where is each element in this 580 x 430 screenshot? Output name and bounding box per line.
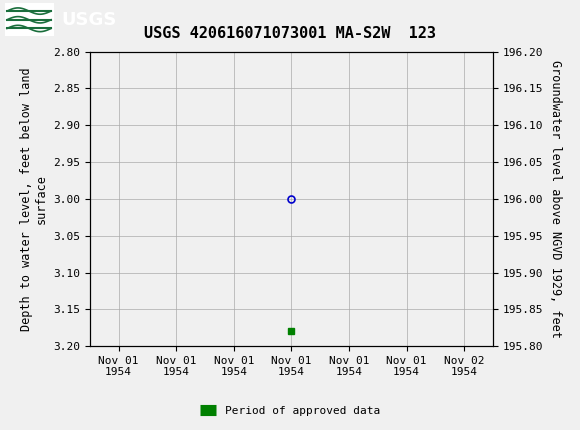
Legend: Period of approved data: Period of approved data — [195, 401, 385, 420]
Y-axis label: Depth to water level, feet below land
surface: Depth to water level, feet below land su… — [20, 67, 48, 331]
Bar — [5, 3, 54, 37]
Y-axis label: Groundwater level above NGVD 1929, feet: Groundwater level above NGVD 1929, feet — [549, 60, 562, 338]
Text: USGS: USGS — [61, 11, 116, 29]
Text: USGS 420616071073001 MA-S2W  123: USGS 420616071073001 MA-S2W 123 — [144, 26, 436, 41]
